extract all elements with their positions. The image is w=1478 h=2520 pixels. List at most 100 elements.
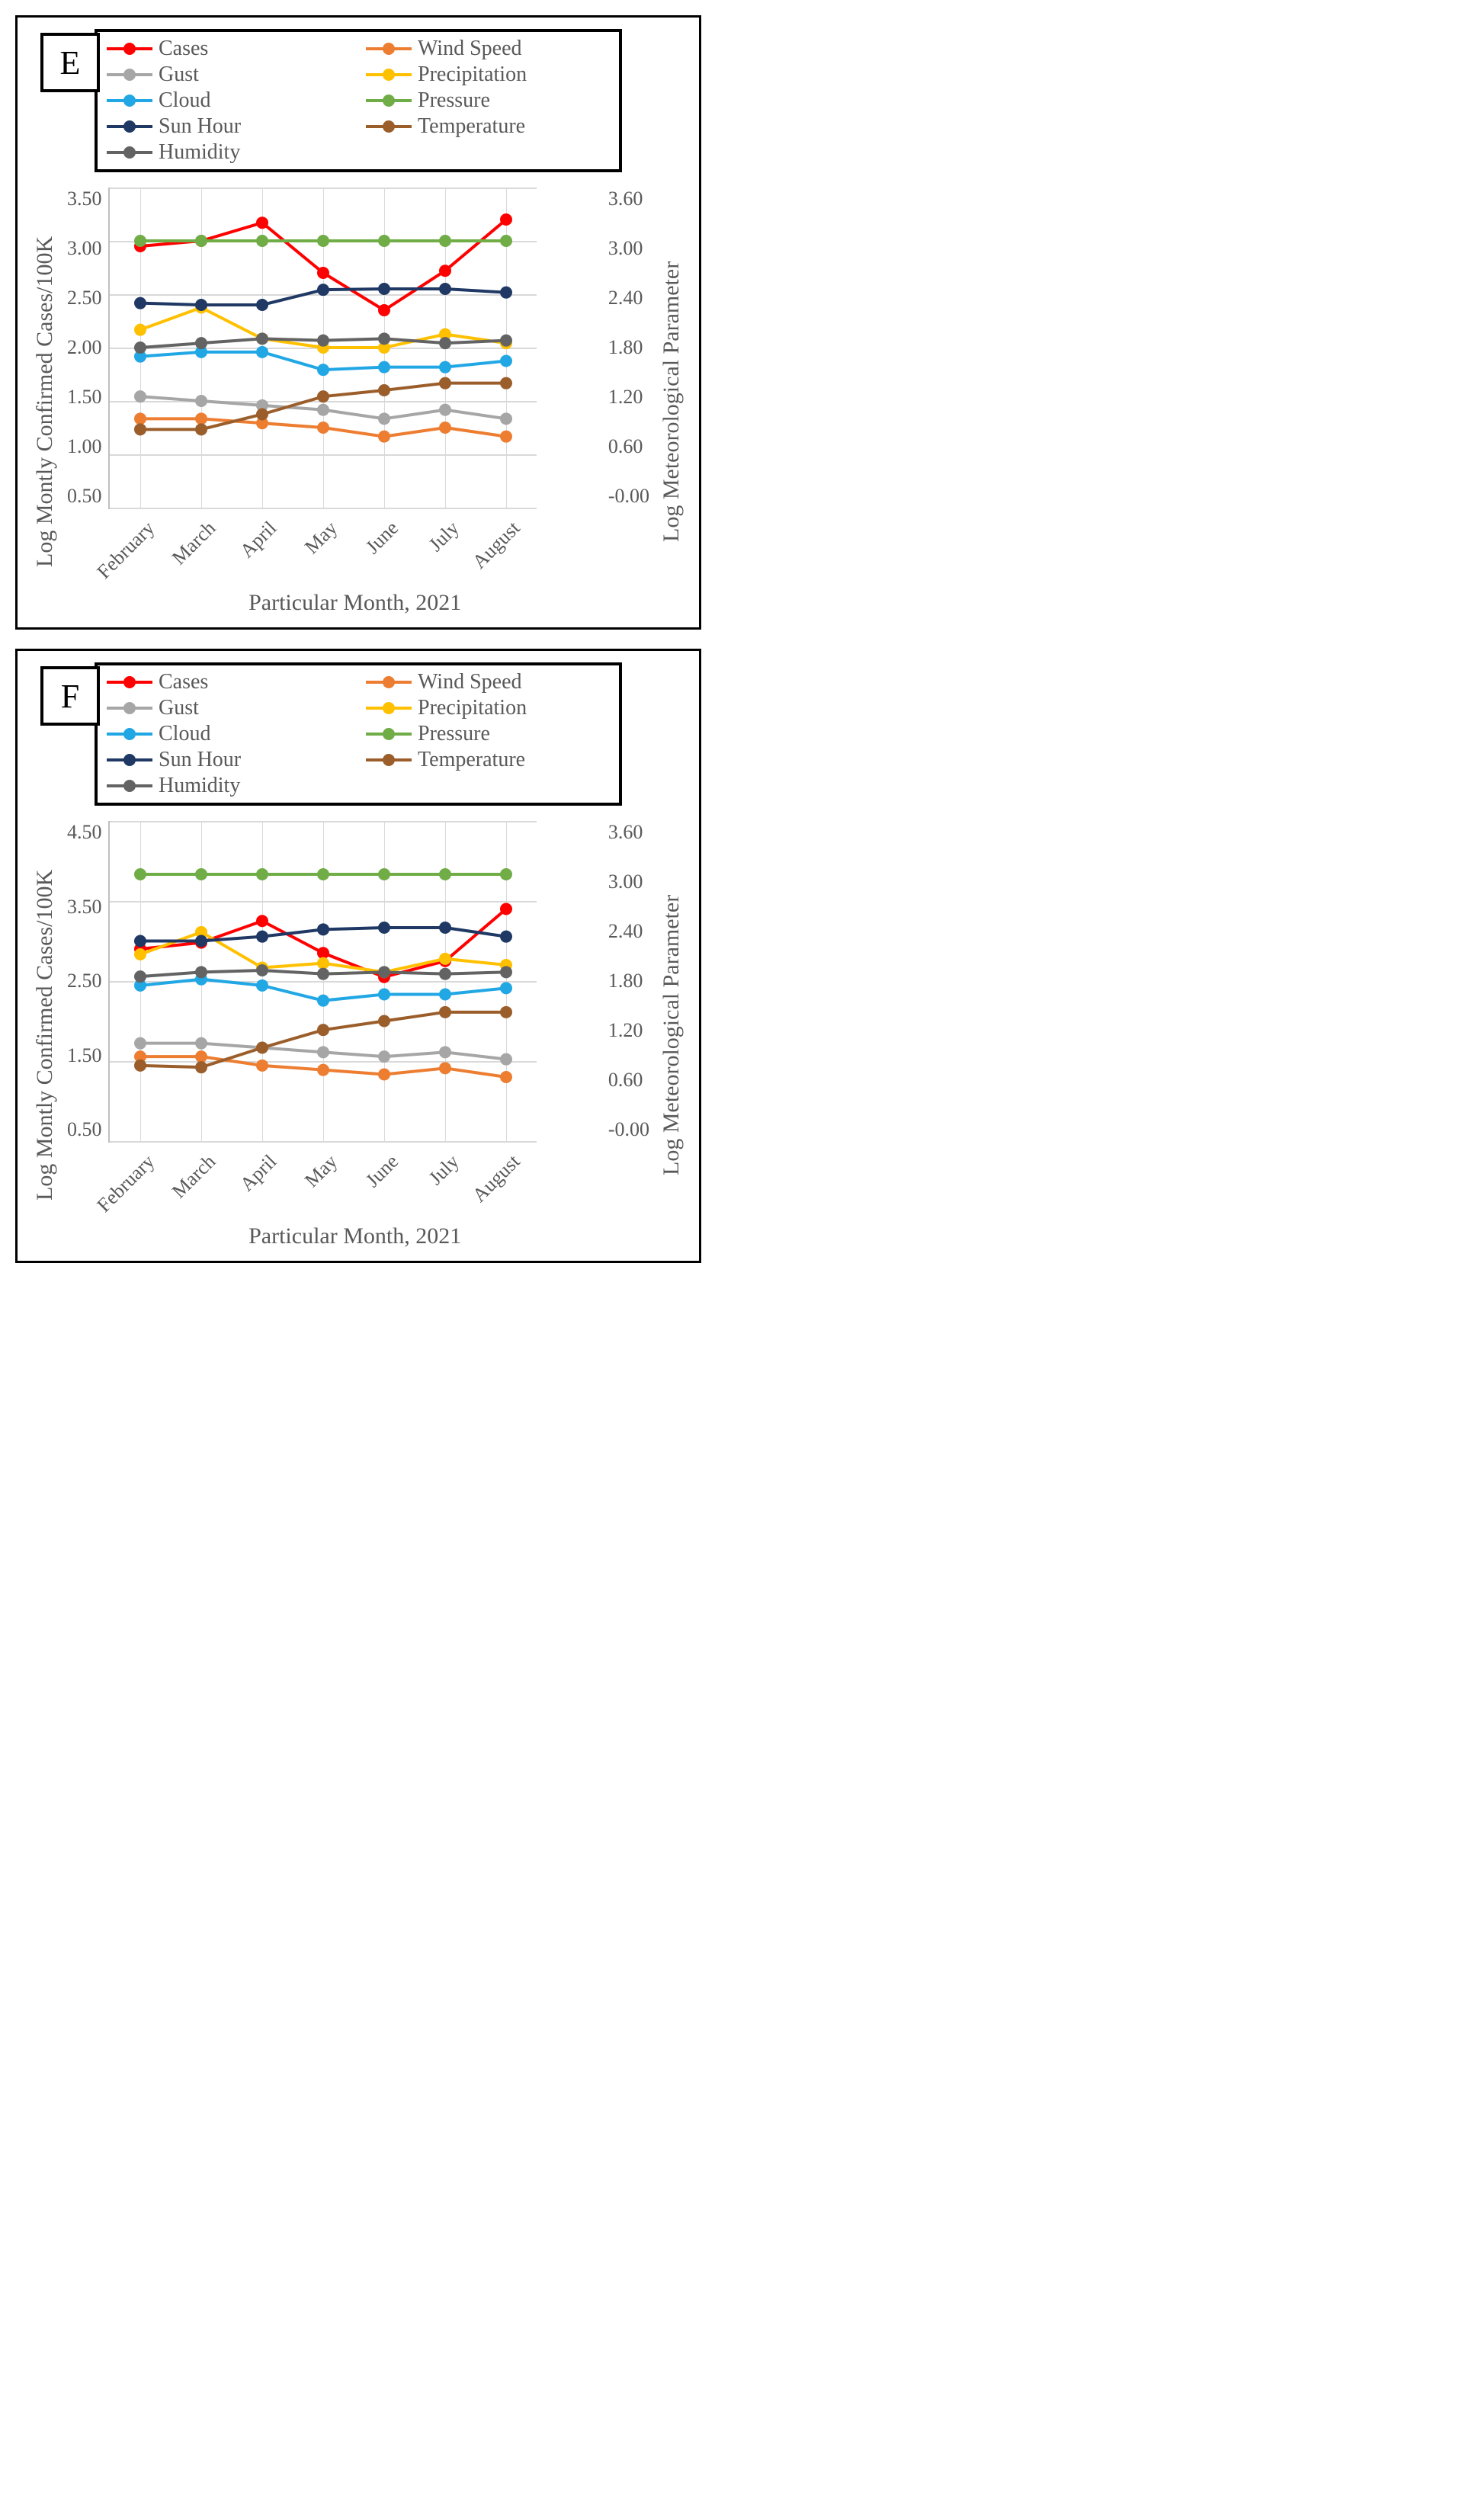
legend-label: Wind Speed <box>418 37 522 61</box>
legend-item-wind_speed: Wind Speed <box>366 37 610 61</box>
series-marker-temperature <box>256 1042 268 1054</box>
series-marker-cases <box>317 267 329 279</box>
series-marker-pressure <box>378 868 390 880</box>
legend-item-temperature: Temperature <box>366 748 610 772</box>
series-marker-pressure <box>500 235 512 247</box>
plot-area <box>108 188 537 509</box>
legend-label: Precipitation <box>418 696 527 720</box>
series-marker-humidity <box>195 337 207 349</box>
series-marker-cloud <box>500 982 512 994</box>
series-marker-gust <box>378 1050 390 1063</box>
y-tick: 2.40 <box>608 920 649 943</box>
legend-label: Pressure <box>418 88 490 113</box>
x-axis-title: Particular Month, 2021 <box>108 1223 602 1249</box>
series-marker-pressure <box>500 868 512 880</box>
series-marker-humidity <box>317 335 329 347</box>
y-axis-right-ticks: 3.603.002.401.801.200.60-0.00 <box>602 821 656 1141</box>
series-marker-sun_hour <box>500 931 512 943</box>
y-tick: 2.40 <box>608 287 649 309</box>
series-marker-pressure <box>317 868 329 880</box>
series-marker-gust <box>317 404 329 416</box>
series-marker-humidity <box>500 335 512 347</box>
series-marker-humidity <box>134 970 146 983</box>
y-tick: 2.50 <box>67 287 102 309</box>
y-axis-right-ticks: 3.603.002.401.801.200.60-0.00 <box>602 188 656 508</box>
series-marker-cloud <box>317 995 329 1007</box>
y-axis-left-ticks: 3.503.002.502.001.501.000.50 <box>61 188 108 508</box>
series-marker-temperature <box>439 1006 451 1018</box>
legend-item-humidity: Humidity <box>107 140 351 165</box>
series-marker-humidity <box>439 968 451 980</box>
y-tick: 4.50 <box>67 821 102 844</box>
series-marker-wind_speed <box>500 431 512 443</box>
y-tick: 2.50 <box>67 970 102 992</box>
y-tick: -0.00 <box>608 1118 649 1141</box>
panel-label: F <box>40 666 100 726</box>
series-marker-humidity <box>439 337 451 349</box>
series-marker-sun_hour <box>378 283 390 295</box>
series-marker-temperature <box>500 377 512 390</box>
y-tick: -0.00 <box>608 485 649 508</box>
series-marker-wind_speed <box>134 412 146 425</box>
series-marker-temperature <box>378 384 390 396</box>
series-marker-temperature <box>317 390 329 402</box>
series-marker-wind_speed <box>378 1069 390 1081</box>
legend-item-humidity: Humidity <box>107 774 351 798</box>
legend-label: Temperature <box>418 748 525 772</box>
series-marker-wind_speed <box>439 1062 451 1074</box>
series-marker-gust <box>439 1046 451 1058</box>
series-marker-sun_hour <box>439 922 451 934</box>
series-marker-sun_hour <box>256 299 268 311</box>
series-marker-wind_speed <box>500 1071 512 1083</box>
y-axis-left-title: Log Montly Confirmed Cases/100K <box>29 821 61 1249</box>
series-marker-sun_hour <box>500 287 512 299</box>
series-marker-gust <box>317 1046 329 1058</box>
series-marker-gust <box>195 395 207 407</box>
series-marker-gust <box>378 412 390 425</box>
series-marker-pressure <box>195 235 207 247</box>
legend-label: Sun Hour <box>159 114 241 139</box>
series-marker-temperature <box>134 423 146 435</box>
series-marker-gust <box>195 1037 207 1050</box>
legend-label: Cloud <box>159 722 210 746</box>
series-marker-cases <box>500 903 512 915</box>
series-marker-wind_speed <box>378 431 390 443</box>
panel-label: E <box>40 33 100 92</box>
series-marker-cloud <box>439 361 451 374</box>
series-marker-cases <box>439 265 451 277</box>
x-tick: March <box>168 1150 220 1203</box>
legend-item-gust: Gust <box>107 696 351 720</box>
y-tick: 1.50 <box>67 1044 102 1067</box>
series-marker-gust <box>134 390 146 402</box>
series-marker-cloud <box>439 989 451 1001</box>
x-tick: August <box>468 1150 524 1207</box>
legend-item-pressure: Pressure <box>366 722 610 746</box>
series-marker-precipitation <box>439 953 451 965</box>
series-marker-humidity <box>500 966 512 978</box>
legend-label: Wind Speed <box>418 670 522 694</box>
series-marker-precipitation <box>317 957 329 970</box>
series-marker-humidity <box>317 968 329 980</box>
x-axis-ticks: FebruaryMarchAprilMayJuneJulyAugust <box>108 1143 535 1219</box>
legend-item-cloud: Cloud <box>107 722 351 746</box>
legend-label: Gust <box>159 696 199 720</box>
series-marker-humidity <box>134 341 146 354</box>
legend-label: Cloud <box>159 88 210 113</box>
series-marker-temperature <box>317 1024 329 1036</box>
y-tick: 3.00 <box>608 237 649 260</box>
series-marker-cloud <box>500 355 512 367</box>
series-marker-pressure <box>256 235 268 247</box>
x-tick: August <box>468 517 524 573</box>
y-tick: 1.80 <box>608 336 649 359</box>
series-marker-pressure <box>439 868 451 880</box>
x-tick: July <box>425 1150 464 1190</box>
legend-label: Sun Hour <box>159 748 241 772</box>
series-marker-precipitation <box>134 324 146 336</box>
x-tick: May <box>300 517 342 559</box>
series-marker-pressure <box>256 868 268 880</box>
legend-label: Cases <box>159 37 208 61</box>
series-marker-sun_hour <box>439 283 451 295</box>
y-tick: 3.60 <box>608 188 649 210</box>
legend-label: Humidity <box>159 774 240 798</box>
x-axis-title: Particular Month, 2021 <box>108 590 602 616</box>
